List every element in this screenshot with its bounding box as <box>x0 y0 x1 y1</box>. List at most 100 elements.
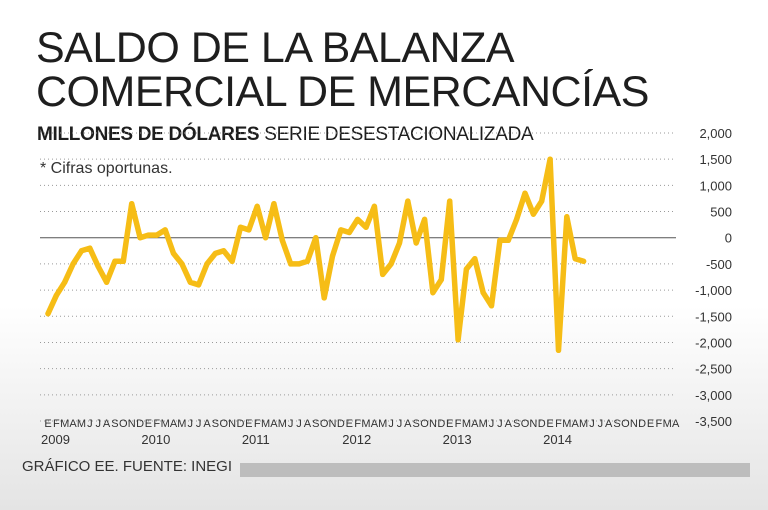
chart-subtitle: MILLONES DE DÓLARES SERIE DESESTACIONALI… <box>37 124 534 146</box>
data-point <box>413 240 419 246</box>
chart-title-line1: SALDO DE LA BALANZA <box>36 24 515 72</box>
data-point <box>129 201 135 207</box>
data-point <box>522 190 528 196</box>
chart-note: * Cifras oportunas. <box>40 160 173 177</box>
x-month-label: O <box>219 418 228 430</box>
data-point <box>363 224 369 230</box>
x-month-label: M <box>462 418 471 430</box>
chart-title: SALDO DE LA BALANZA COMERCIAL DE MERCANC… <box>36 26 649 114</box>
y-tick-label: 1,500 <box>699 152 732 167</box>
x-month-label: E <box>44 418 51 430</box>
data-point <box>170 250 177 257</box>
x-month-label: O <box>119 418 128 430</box>
data-point <box>112 258 118 264</box>
data-point <box>321 295 327 301</box>
data-point <box>221 248 227 254</box>
footer-bar <box>240 463 750 477</box>
x-month-label: O <box>420 418 429 430</box>
x-month-label: M <box>562 418 571 430</box>
x-month-label: A <box>471 418 479 430</box>
data-point <box>547 156 553 162</box>
x-month-label: A <box>69 418 77 430</box>
x-month-label: J <box>296 418 302 430</box>
x-month-label: A <box>572 418 580 430</box>
x-month-label: M <box>77 418 86 430</box>
data-point <box>120 258 126 264</box>
x-month-label: J <box>288 418 294 430</box>
data-point <box>388 261 394 267</box>
subtitle-units: MILLONES DE DÓLARES <box>37 124 260 145</box>
data-point <box>196 282 202 288</box>
y-tick-label: -3,000 <box>695 388 732 403</box>
data-point <box>145 232 152 238</box>
x-month-label: M <box>479 418 488 430</box>
data-point <box>187 279 193 285</box>
data-point <box>438 277 444 283</box>
y-axis-tick-labels: 2,000 1,500 1,000 500 0 -500 -1,000 -1,500 -2,00… <box>695 126 732 429</box>
y-tick-label: 0 <box>725 231 732 246</box>
x-month-label: M <box>278 418 287 430</box>
chart-series <box>45 156 587 354</box>
x-month-label: J <box>598 418 604 430</box>
data-point <box>396 240 403 246</box>
x-month-label: N <box>228 418 236 430</box>
x-month-label: J <box>497 418 503 430</box>
data-point <box>580 258 587 264</box>
y-tick-label: -2,500 <box>695 362 732 377</box>
x-month-label: F <box>53 418 60 430</box>
data-point <box>572 256 578 262</box>
data-point <box>95 263 101 270</box>
y-tick-label: 1,000 <box>699 178 732 193</box>
x-month-label: J <box>188 418 194 430</box>
data-point <box>154 232 160 238</box>
data-point <box>455 337 461 343</box>
x-month-label: A <box>103 418 111 430</box>
data-point <box>179 261 185 267</box>
data-point <box>137 235 143 241</box>
x-month-label: A <box>304 418 312 430</box>
series-line <box>45 156 587 354</box>
x-month-label: A <box>404 418 412 430</box>
data-point <box>463 266 470 272</box>
x-month-label: D <box>136 418 144 430</box>
data-point <box>539 198 545 204</box>
data-point <box>421 216 428 222</box>
x-month-label: M <box>60 418 69 430</box>
data-point <box>70 261 76 267</box>
chart-title-line2: COMERCIAL DE MERCANCÍAS <box>36 68 649 116</box>
x-month-label: O <box>621 418 630 430</box>
x-month-label: F <box>153 418 160 430</box>
x-month-label: J <box>397 418 403 430</box>
y-tick-label: -2,000 <box>695 335 732 350</box>
data-point <box>564 214 570 220</box>
data-point <box>338 227 344 233</box>
data-point <box>530 211 536 217</box>
data-point <box>304 258 311 264</box>
data-point <box>505 237 511 243</box>
x-month-label: D <box>236 418 244 430</box>
x-month-label: F <box>555 418 562 430</box>
data-point <box>355 216 361 222</box>
chart-source: GRÁFICO EE. FUENTE: INEGI <box>22 458 233 475</box>
x-month-label: M <box>177 418 186 430</box>
x-month-label: E <box>346 418 353 430</box>
data-point <box>329 253 336 259</box>
data-point <box>430 290 436 296</box>
data-point <box>488 303 495 309</box>
x-month-label: N <box>128 418 136 430</box>
x-month-label: N <box>529 418 537 430</box>
x-month-label: A <box>505 418 513 430</box>
data-point <box>212 250 218 257</box>
x-month-label: O <box>320 418 329 430</box>
data-point <box>313 235 319 241</box>
x-month-label: F <box>354 418 361 430</box>
x-month-label: O <box>521 418 530 430</box>
x-month-label: D <box>638 418 646 430</box>
data-point <box>45 311 51 317</box>
data-point <box>103 279 110 285</box>
x-month-label: J <box>589 418 595 430</box>
x-month-label: E <box>245 418 252 430</box>
y-tick-label: 500 <box>710 205 732 220</box>
